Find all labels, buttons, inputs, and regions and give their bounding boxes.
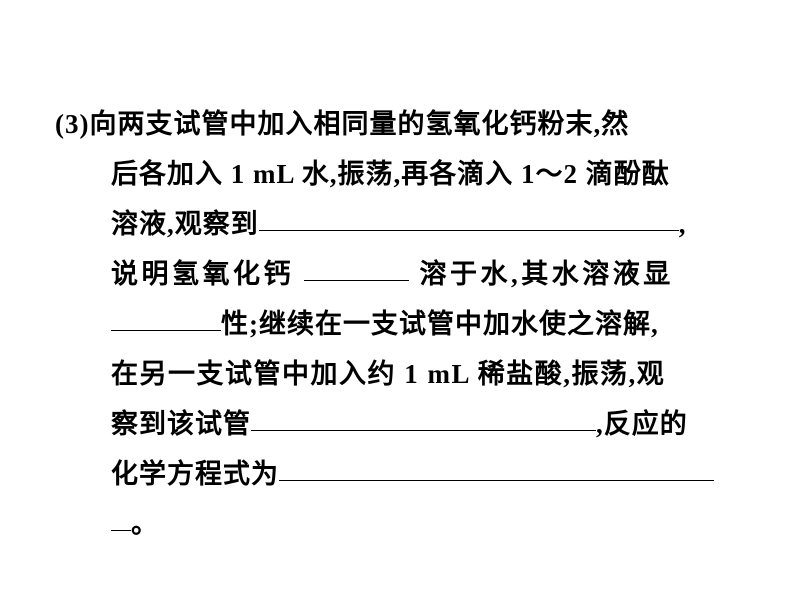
line-7: 察到该试管 ,反应的 [55, 400, 739, 450]
blank-observation-1 [259, 207, 679, 231]
blank-property [111, 307, 221, 331]
line3-prefix: 溶液,观察到 [111, 209, 259, 239]
question-content: (3)向两支试管中加入相同量的氢氧化钙粉末,然 后各加入 1 mL 水,振荡,再… [55, 100, 739, 549]
line1-text: 向两支试管中加入相同量的氢氧化钙粉末,然 [89, 109, 629, 139]
line3-suffix: , [679, 209, 687, 239]
line4-part1: 说明氢氧化钙 [111, 259, 294, 289]
line7-prefix: 察到该试管 [111, 409, 251, 439]
line-2: 后各加入 1 mL 水,振荡,再各滴入 1～2 滴酚酞 [55, 150, 739, 200]
line-9: 。 [55, 500, 739, 550]
line4-part2: 溶于水,其水溶液显 [420, 259, 674, 289]
blank-equation [279, 457, 714, 481]
line5-part2: 性;继续在一支试管中加水使之溶解, [221, 309, 659, 339]
blank-equation-cont [111, 507, 131, 531]
line-1: (3)向两支试管中加入相同量的氢氧化钙粉末,然 [55, 100, 739, 150]
line-4: 说明氢氧化钙 溶于水,其水溶液显 [55, 250, 739, 300]
line-6: 在另一支试管中加入约 1 mL 稀盐酸,振荡,观 [55, 350, 739, 400]
question-number: (3) [55, 109, 89, 139]
line-8: 化学方程式为 [55, 450, 739, 500]
line8-prefix: 化学方程式为 [111, 459, 279, 489]
line-5: 性;继续在一支试管中加水使之溶解, [55, 300, 739, 350]
line9-suffix: 。 [131, 509, 159, 539]
blank-observation-2 [251, 407, 596, 431]
line-3: 溶液,观察到, [55, 200, 739, 250]
blank-soluble [304, 257, 409, 281]
line7-suffix: ,反应的 [596, 409, 688, 439]
